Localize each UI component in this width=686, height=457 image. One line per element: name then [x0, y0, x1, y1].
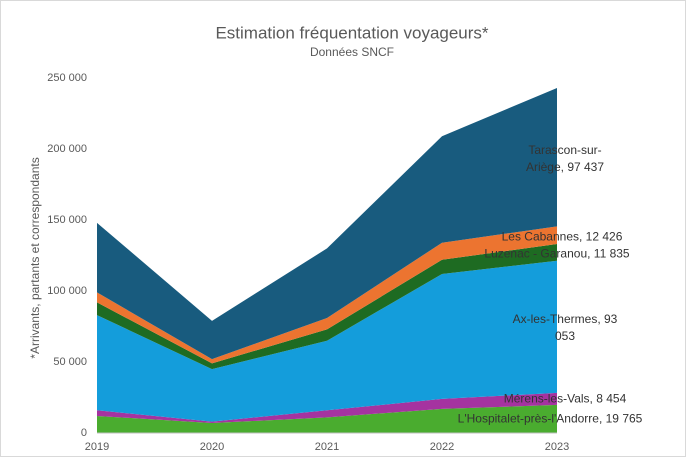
area [97, 260, 557, 422]
chart-subtitle: Données SNCF [310, 45, 394, 59]
data-label: Tarascon-sur-Ariège, 97 437 [525, 143, 605, 174]
data-label: Les Cabannes, 12 426 [501, 229, 623, 244]
x-tick-label: 2023 [545, 441, 569, 453]
y-tick-label: 0 [81, 427, 87, 439]
x-tick-label: 2020 [200, 441, 224, 453]
data-label: Ax-les-Thermes, 93 053 [512, 312, 618, 343]
area [97, 226, 557, 364]
data-label: Mérens-les-Vals, 8 454 [503, 391, 627, 406]
area [97, 243, 557, 370]
x-tick-label: 2021 [315, 441, 339, 453]
area [97, 87, 557, 360]
data-label: L'Hospitalet-près-l'Andorre, 19 765 [457, 411, 643, 426]
y-tick-label: 50 000 [53, 356, 87, 368]
y-tick-label: 250 000 [47, 72, 87, 84]
x-tick-label: 2019 [85, 441, 109, 453]
y-tick-label: 200 000 [47, 143, 87, 155]
y-tick-label: 150 000 [47, 214, 87, 226]
chart-title: Estimation fréquentation voyageurs* [215, 23, 488, 42]
area [97, 392, 557, 424]
area [97, 404, 557, 433]
y-tick-label: 100 000 [47, 285, 87, 297]
data-label: Luzenac - Garanou, 11 835 [484, 246, 630, 261]
y-axis-label: *Arrivants, partants et correspondants [28, 157, 42, 358]
x-tick-label: 2022 [430, 441, 454, 453]
